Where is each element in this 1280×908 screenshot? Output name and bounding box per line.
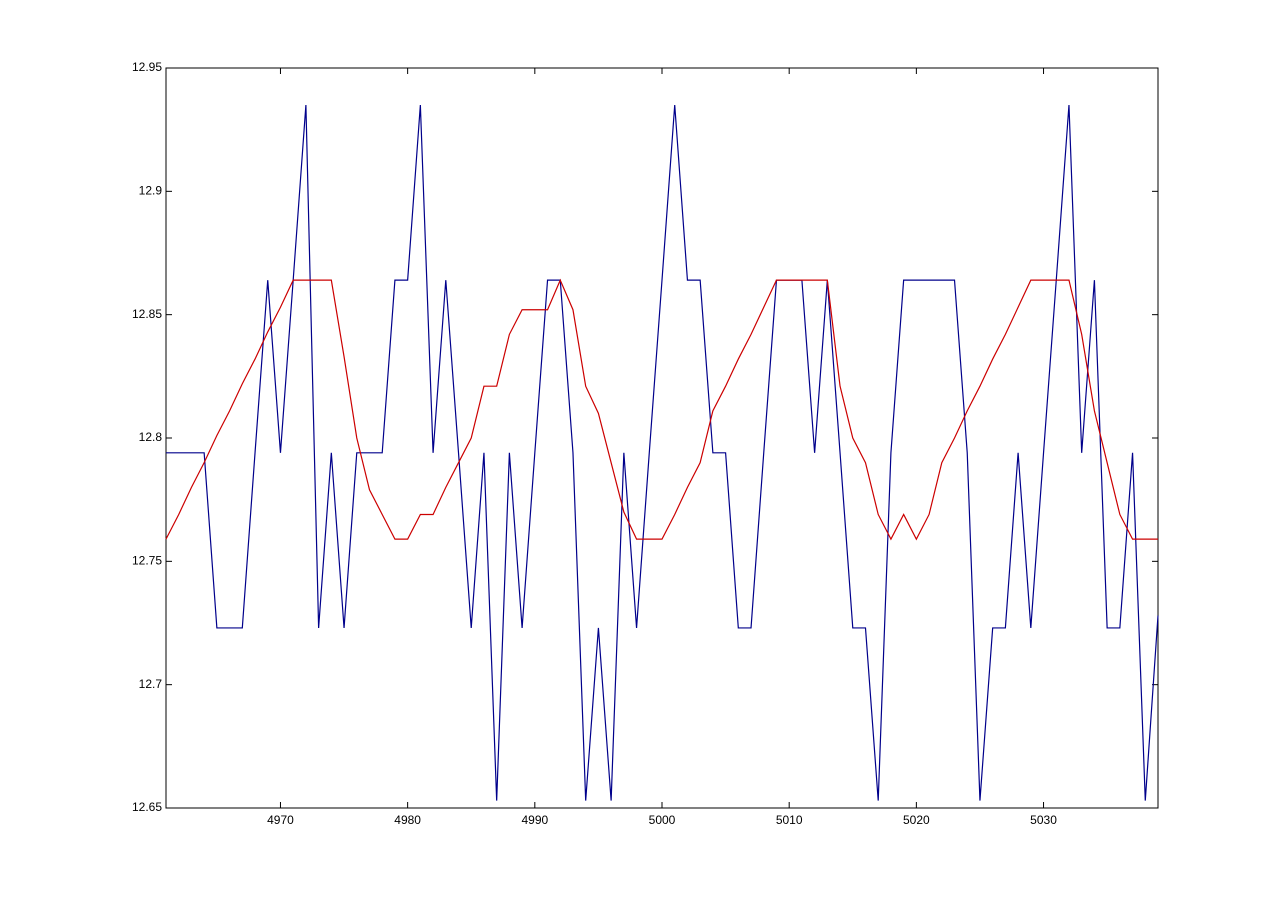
- y-tick-label: 12.9: [139, 184, 163, 198]
- y-tick-label: 12.65: [132, 800, 162, 814]
- y-tick-label: 12.85: [132, 307, 162, 321]
- y-tick-label: 12.7: [139, 677, 163, 691]
- x-tick-label: 4990: [521, 813, 548, 827]
- y-tick-label: 12.75: [132, 554, 162, 568]
- y-tick-label: 12.8: [139, 430, 163, 444]
- series-line: [166, 104, 1159, 801]
- x-tick-label: 4970: [267, 813, 294, 827]
- x-tick-label: 5030: [1030, 813, 1057, 827]
- y-tick-label: 12.95: [132, 60, 162, 74]
- x-tick-label: 4980: [394, 813, 421, 827]
- x-tick-label: 5010: [776, 813, 803, 827]
- x-tick-label: 5000: [649, 813, 676, 827]
- x-tick-label: 5020: [903, 813, 930, 827]
- series-line: [165, 278, 1158, 541]
